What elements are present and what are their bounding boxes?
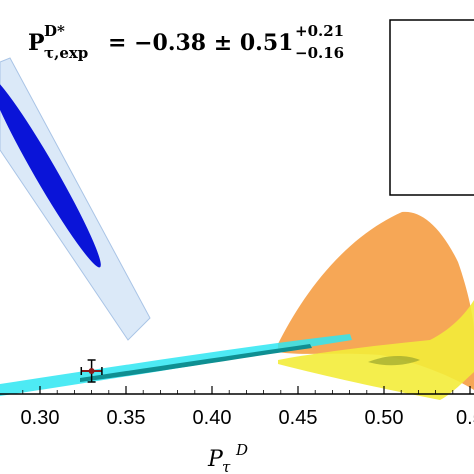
yellow-region: [278, 300, 474, 400]
x-title-sub: τ: [222, 458, 231, 474]
x-tick-label: 0.35: [107, 407, 146, 429]
measurement-point: [80, 359, 103, 383]
x-title-sup: D: [235, 441, 248, 459]
annot-lhs-sub: τ,exp: [44, 44, 88, 62]
annot-rhs: = −0.38 ± 0.51: [108, 30, 293, 56]
x-tick-label: 0.40: [193, 407, 232, 429]
annot-lhs-main: P: [28, 30, 45, 56]
olive-core: [368, 356, 420, 366]
x-tick-label: 0.50: [365, 407, 404, 429]
annotation: P D* τ,exp = −0.38 ± 0.51 +0.21 −0.16: [28, 22, 344, 62]
annot-err-plus: +0.21: [295, 22, 344, 40]
light-blue-band: [0, 57, 151, 341]
annot-err-minus: −0.16: [295, 44, 344, 62]
x-tick-label: 0.30: [21, 407, 60, 429]
blue-ellipse: [0, 76, 101, 268]
legend-box: [389, 19, 474, 196]
x-tick-label: 0.5: [456, 407, 474, 429]
x-axis: 0.30 0.35 0.40 0.45 0.50 0.5: [0, 386, 474, 429]
x-title-main: P: [207, 447, 224, 472]
x-axis-title: P τ D: [207, 441, 248, 474]
marker-point: [88, 368, 95, 374]
annot-lhs-sup: D*: [44, 22, 65, 40]
x-tick-label: 0.45: [279, 407, 318, 429]
teal-core: [80, 344, 312, 382]
plot-regions: [0, 57, 474, 400]
